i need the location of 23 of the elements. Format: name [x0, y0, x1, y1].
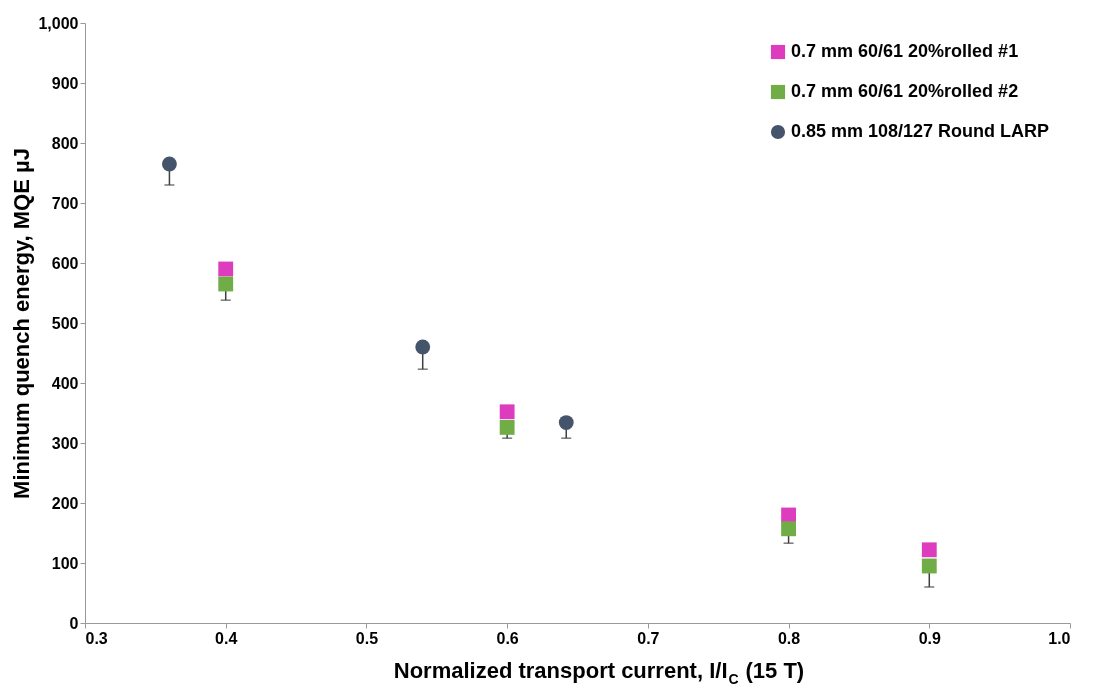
x-tick-label: 1.0	[1048, 629, 1071, 647]
x-tick-label: 0.6	[496, 629, 519, 647]
x-tick-label: 0.4	[215, 629, 238, 647]
x-tick-label: 0.9	[918, 629, 941, 647]
y-tick-label: 300	[51, 434, 79, 452]
legend-label: 0.85 mm 108/127 Round LARP	[791, 121, 1050, 141]
x-tick-label: 0.7	[637, 629, 660, 647]
y-tick-label: 800	[51, 134, 79, 152]
y-tick-label: 700	[51, 194, 79, 212]
y-tick-label: 200	[51, 494, 79, 512]
x-tick-label: 0.3	[85, 629, 108, 647]
x-tick-label: 0.8	[777, 629, 801, 647]
x-tick-label: 0.5	[355, 629, 379, 647]
y-tick-label: 1,000	[38, 14, 79, 32]
y-axis-title: Minimum quench energy, MQE µJ	[9, 148, 35, 499]
y-tick-label: 400	[51, 374, 79, 392]
y-tick-label: 600	[51, 254, 79, 272]
legend-label: 0.7 mm 60/61 20%rolled #2	[791, 81, 1019, 101]
y-tick-label: 500	[51, 314, 79, 332]
y-tick-label: 0	[69, 614, 79, 632]
y-tick-label: 900	[51, 74, 79, 92]
legend-label: 0.7 mm 60/61 20%rolled #1	[791, 41, 1019, 61]
y-tick-label: 100	[51, 554, 79, 572]
